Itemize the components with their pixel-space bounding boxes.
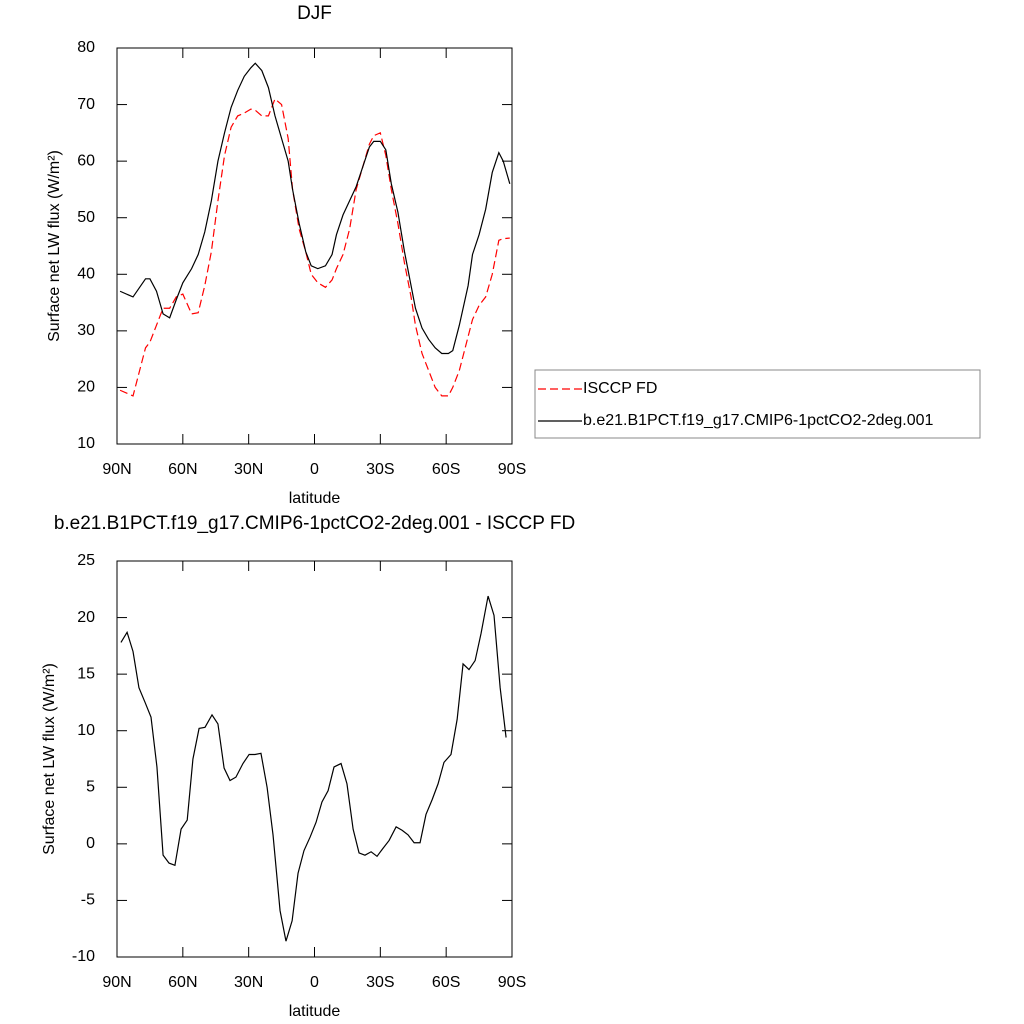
chart-title: b.e21.B1PCT.f19_g17.CMIP6-1pctCO2-2deg.0…: [54, 513, 575, 534]
y-tick-label: 70: [77, 96, 95, 113]
x-tick-label: 30N: [234, 461, 263, 478]
y-tick-label: -10: [72, 948, 95, 965]
y-tick-label: 40: [77, 266, 95, 283]
x-tick-label: 0: [310, 974, 319, 991]
y-axis-label: Surface net LW flux (W/m²): [41, 663, 58, 855]
x-axis-label: latitude: [289, 1003, 341, 1020]
x-tick-label: 60S: [432, 461, 460, 478]
x-tick-label: 30N: [234, 974, 263, 991]
y-tick-label: 20: [77, 379, 95, 396]
x-tick-label: 0: [310, 461, 319, 478]
x-tick-label: 90S: [498, 974, 526, 991]
data-line: [119, 62, 511, 355]
y-tick-label: 10: [77, 435, 95, 452]
x-tick-label: 30S: [366, 461, 394, 478]
y-tick-label: 20: [77, 609, 95, 626]
y-tick-label: -5: [81, 892, 95, 909]
chart-title: DJF: [297, 3, 332, 24]
legend: ISCCP FD b.e21.B1PCT.f19_g17.CMIP6-1pctCO…: [534, 369, 981, 439]
data-line: [120, 595, 507, 942]
x-tick-label: 90S: [498, 461, 526, 478]
x-axis-label: latitude: [289, 490, 341, 507]
x-tick-label: 60S: [432, 974, 460, 991]
y-tick-label: 5: [86, 779, 95, 796]
legend-label: ISCCP FD: [583, 380, 657, 397]
y-tick-label: 60: [77, 152, 95, 169]
x-tick-label: 60N: [168, 974, 197, 991]
legend-label: b.e21.B1PCT.f19_g17.CMIP6-1pctCO2-2deg.0…: [583, 412, 934, 429]
y-tick-label: 50: [77, 209, 95, 226]
y-axis-label: Surface net LW flux (W/m²): [46, 150, 63, 342]
legend-box: [534, 369, 981, 439]
y-tick-label: 30: [77, 322, 95, 339]
x-tick-label: 90N: [102, 974, 131, 991]
plot-frame: [116, 560, 513, 958]
data-line: [119, 97, 510, 397]
y-tick-label: 10: [77, 722, 95, 739]
y-tick-label: 25: [77, 552, 95, 569]
y-tick-label: 15: [77, 665, 95, 682]
x-tick-label: 60N: [168, 461, 197, 478]
plot-frame: [116, 47, 513, 445]
x-tick-label: 30S: [366, 974, 394, 991]
y-tick-label: 0: [86, 835, 95, 852]
y-tick-label: 80: [77, 39, 95, 56]
x-tick-label: 90N: [102, 461, 131, 478]
